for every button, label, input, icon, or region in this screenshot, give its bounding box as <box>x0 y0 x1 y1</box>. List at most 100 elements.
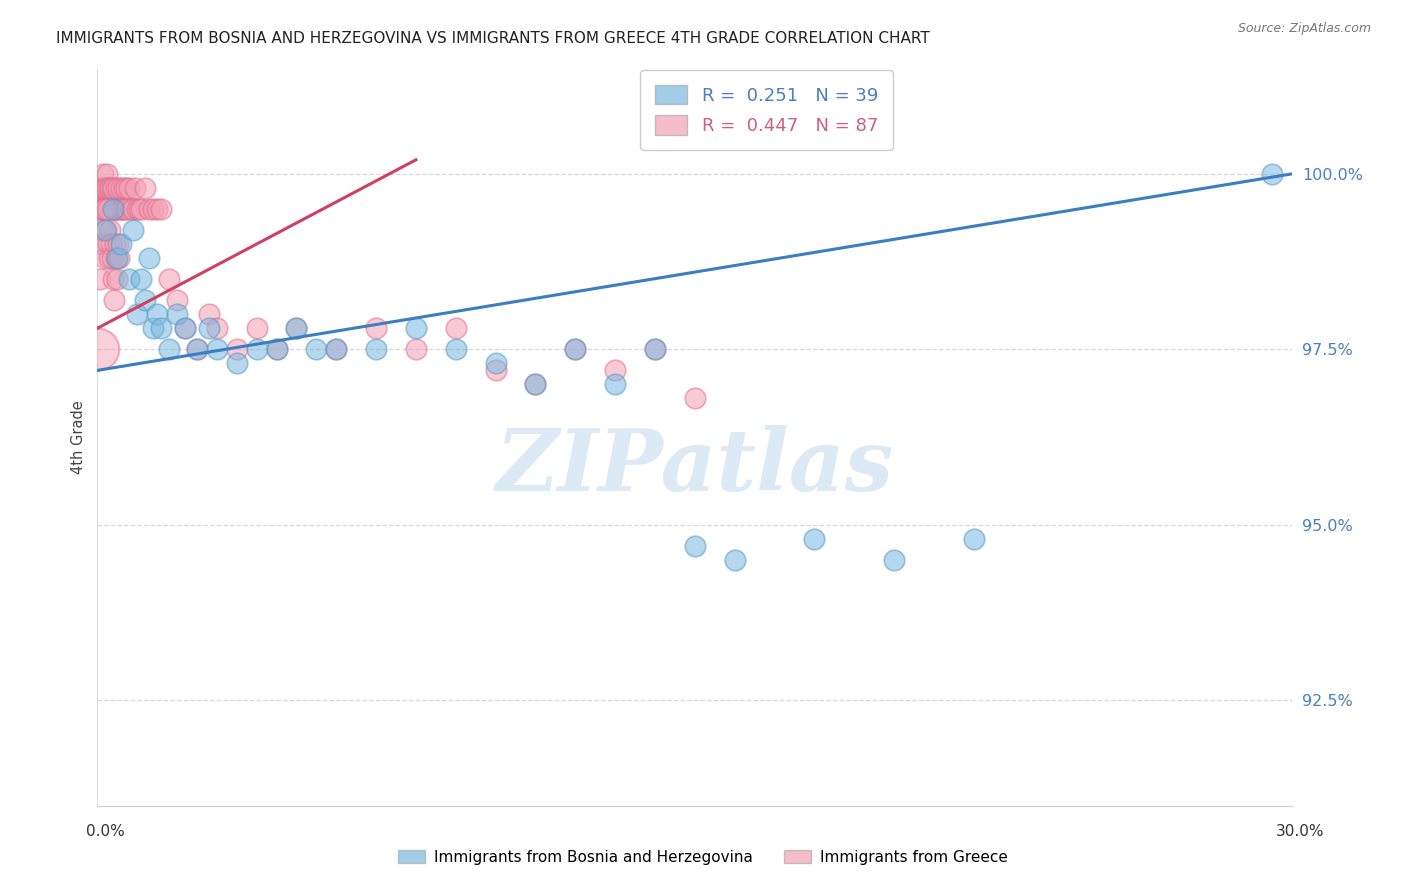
Point <box>129 202 152 216</box>
Point <box>444 343 467 357</box>
Point <box>644 343 666 357</box>
Point <box>225 356 247 370</box>
Point <box>105 251 128 265</box>
Point <box>1261 167 1284 181</box>
Point <box>524 377 547 392</box>
Point <box>97 237 120 252</box>
Point <box>134 293 156 308</box>
Point <box>174 321 197 335</box>
Point <box>114 181 136 195</box>
Point <box>91 181 114 195</box>
Point <box>266 343 288 357</box>
Y-axis label: 4th Grade: 4th Grade <box>72 401 86 474</box>
Point <box>683 539 706 553</box>
Point <box>485 363 508 377</box>
Point <box>124 181 146 195</box>
Point <box>93 202 115 216</box>
Point <box>98 202 121 216</box>
Point <box>115 202 138 216</box>
Point <box>118 272 141 286</box>
Point <box>246 321 269 335</box>
Point <box>205 321 228 335</box>
Point <box>146 307 169 321</box>
Point <box>94 251 117 265</box>
Text: 30.0%: 30.0% <box>1277 824 1324 838</box>
Point <box>129 272 152 286</box>
Point <box>96 202 118 216</box>
Point <box>603 363 626 377</box>
Point <box>101 272 124 286</box>
Point <box>285 321 308 335</box>
Point <box>91 202 114 216</box>
Point <box>96 181 118 195</box>
Point <box>174 321 197 335</box>
Point <box>93 202 115 216</box>
Point <box>883 553 905 567</box>
Point <box>91 202 114 216</box>
Text: 0.0%: 0.0% <box>86 824 125 838</box>
Point <box>186 343 208 357</box>
Point <box>94 202 117 216</box>
Point <box>962 532 984 546</box>
Point <box>101 202 124 216</box>
Point <box>108 202 131 216</box>
Point <box>603 377 626 392</box>
Point <box>90 181 112 195</box>
Point <box>723 553 745 567</box>
Point <box>107 237 129 252</box>
Point <box>104 237 127 252</box>
Text: IMMIGRANTS FROM BOSNIA AND HERZEGOVINA VS IMMIGRANTS FROM GREECE 4TH GRADE CORRE: IMMIGRANTS FROM BOSNIA AND HERZEGOVINA V… <box>56 31 929 46</box>
Point <box>157 343 180 357</box>
Point <box>138 251 160 265</box>
Point <box>138 202 160 216</box>
Point <box>246 343 269 357</box>
Point <box>90 237 112 252</box>
Point <box>90 223 112 237</box>
Point <box>97 181 120 195</box>
Point <box>105 181 128 195</box>
Point <box>103 293 125 308</box>
Text: Source: ZipAtlas.com: Source: ZipAtlas.com <box>1237 22 1371 36</box>
Point <box>146 202 169 216</box>
Point <box>205 343 228 357</box>
Point <box>485 356 508 370</box>
Point <box>524 377 547 392</box>
Point <box>89 272 111 286</box>
Point <box>118 181 141 195</box>
Point <box>115 181 138 195</box>
Point <box>122 223 145 237</box>
Point <box>166 307 188 321</box>
Point <box>105 202 128 216</box>
Point <box>110 237 132 252</box>
Point <box>683 392 706 406</box>
Point <box>122 202 145 216</box>
Point <box>100 181 122 195</box>
Point <box>97 202 120 216</box>
Point <box>127 307 149 321</box>
Point <box>405 343 427 357</box>
Point <box>105 272 128 286</box>
Point <box>127 202 149 216</box>
Point <box>285 321 308 335</box>
Point <box>96 167 118 181</box>
Point <box>103 202 125 216</box>
Point <box>186 343 208 357</box>
Point <box>803 532 825 546</box>
Point <box>225 343 247 357</box>
Point <box>104 251 127 265</box>
Text: ZIPatlas: ZIPatlas <box>496 425 894 508</box>
Point <box>366 321 388 335</box>
Point <box>111 202 134 216</box>
Point <box>110 181 132 195</box>
Point <box>108 251 131 265</box>
Point <box>98 223 121 237</box>
Legend: Immigrants from Bosnia and Herzegovina, Immigrants from Greece: Immigrants from Bosnia and Herzegovina, … <box>391 844 1015 871</box>
Point <box>94 223 117 237</box>
Point <box>114 202 136 216</box>
Point <box>157 272 180 286</box>
Point <box>128 202 150 216</box>
Point <box>325 343 347 357</box>
Point <box>166 293 188 308</box>
Point <box>103 181 125 195</box>
Point <box>108 202 131 216</box>
